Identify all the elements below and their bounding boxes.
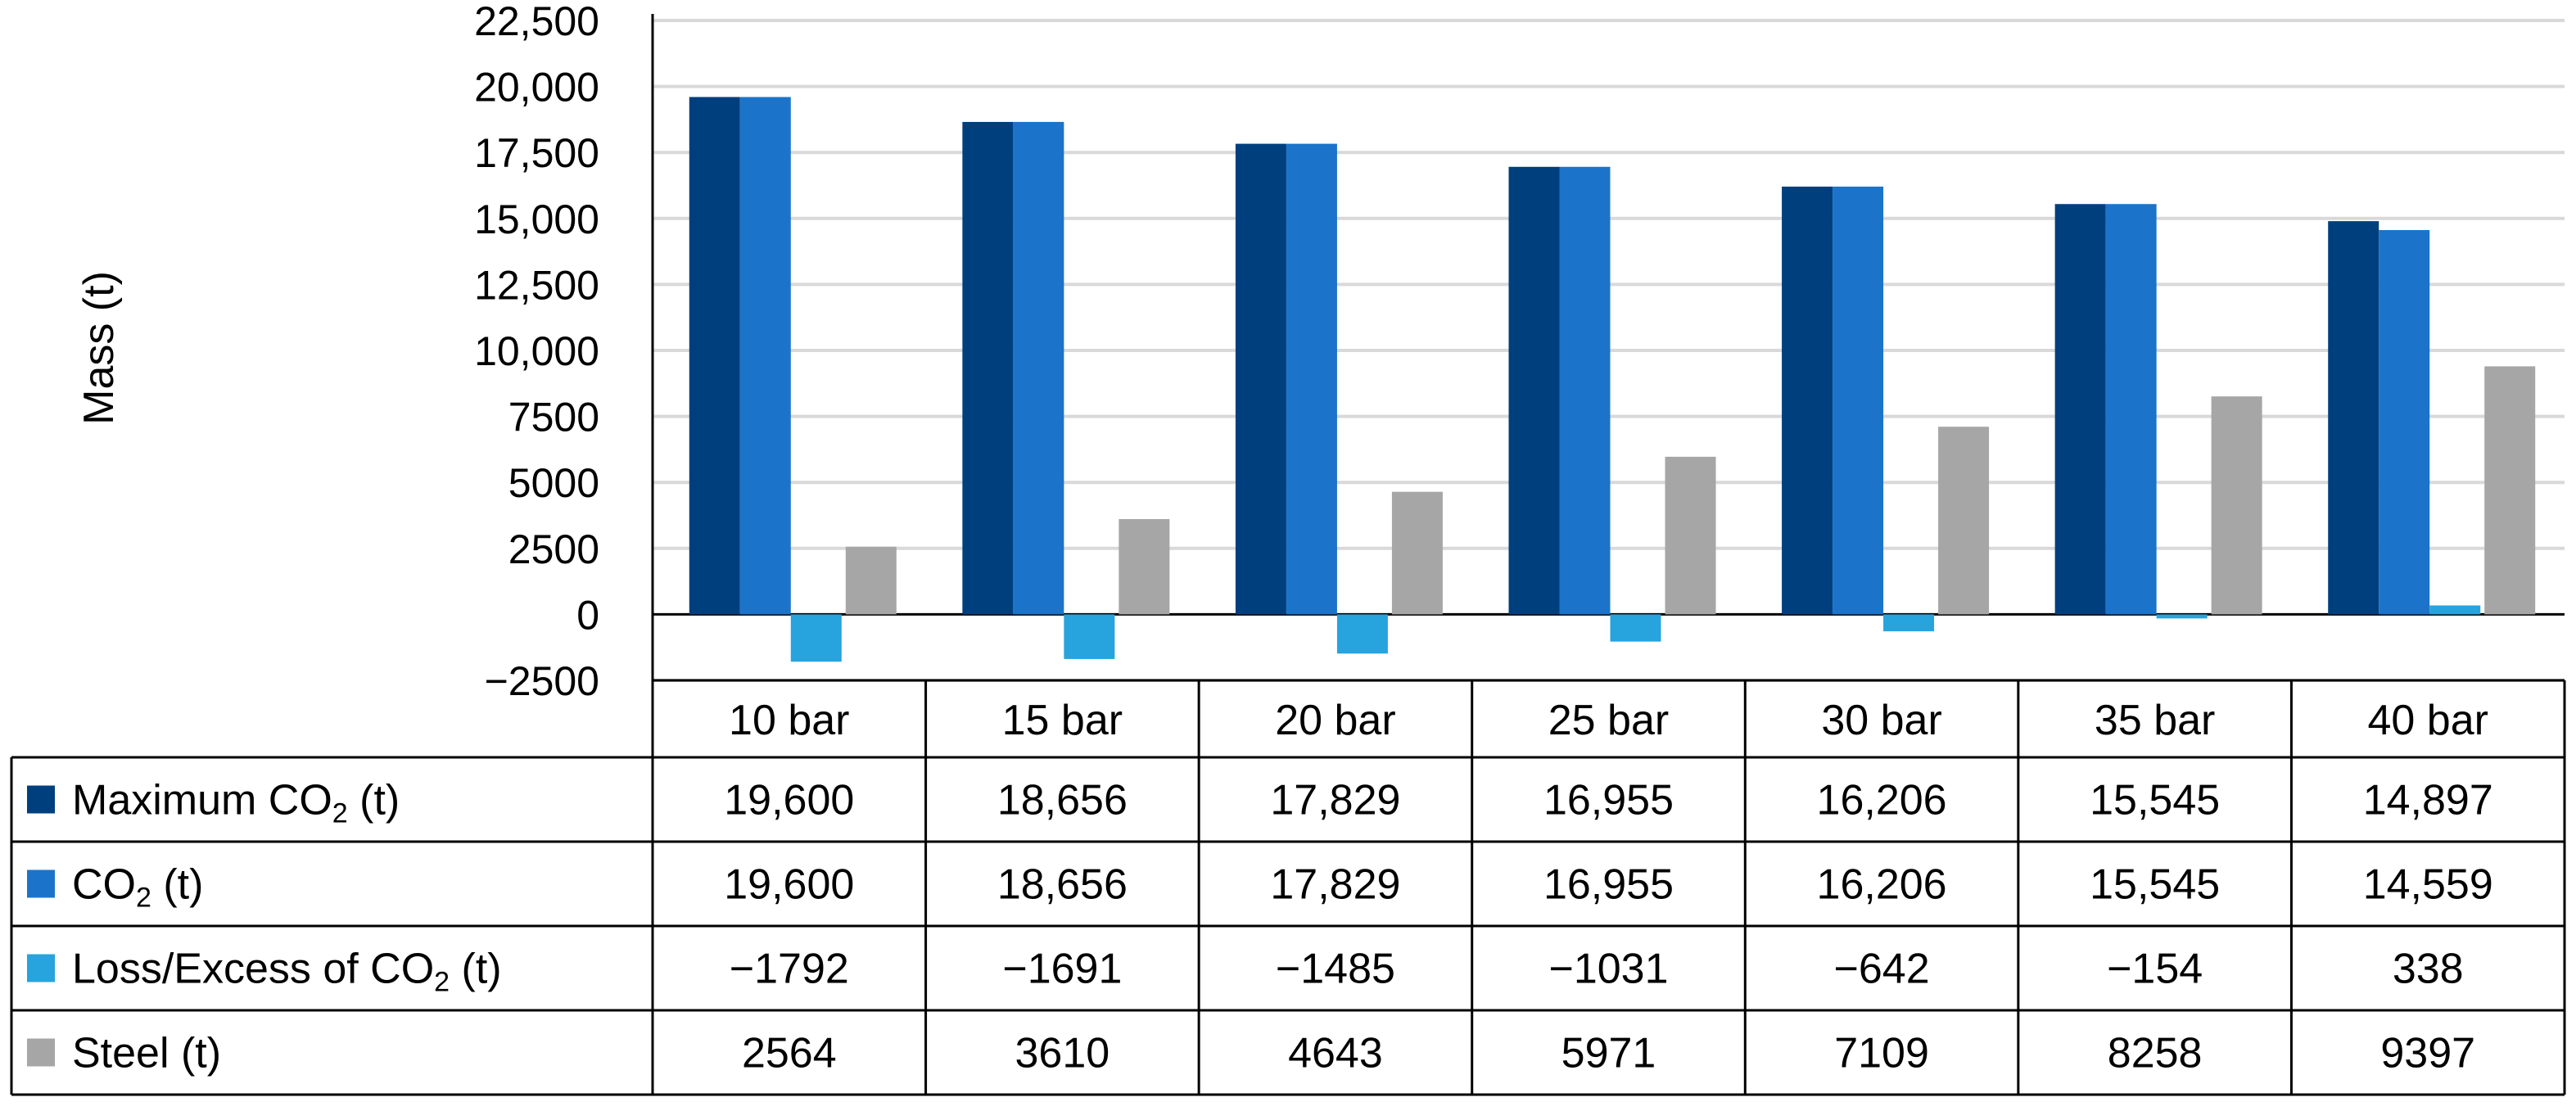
bar: [1391, 491, 1443, 615]
category-label: 25 bar: [1548, 697, 1669, 744]
data-label: 7109: [1834, 1030, 1929, 1077]
y-tick-label: 0: [576, 592, 599, 638]
data-label: 16,206: [1817, 777, 1947, 824]
bar: [1286, 143, 1337, 615]
y-tick-label: 2500: [508, 526, 599, 572]
bar: [790, 614, 842, 662]
legend-key: [27, 1038, 55, 1067]
data-label: 19,600: [724, 861, 854, 909]
legend-key: [27, 869, 55, 898]
bar: [1782, 186, 1833, 615]
data-label: 19,600: [724, 777, 854, 824]
category-label: 15 bar: [1002, 697, 1123, 744]
bar: [1508, 166, 1560, 615]
data-label: 18,656: [997, 861, 1128, 909]
category-label: 10 bar: [729, 697, 849, 744]
data-label: −1691: [1002, 946, 1122, 993]
bar: [2105, 204, 2157, 615]
bar: [1610, 614, 1661, 642]
y-tick-label: −2500: [485, 658, 599, 704]
legend-label: Loss/Excess of CO2 (t): [72, 946, 502, 998]
category-label: 20 bar: [1275, 697, 1395, 744]
legend-key: [27, 785, 55, 814]
data-label: 15,545: [2090, 777, 2220, 824]
data-label: 14,559: [2363, 861, 2493, 909]
data-label: 15,545: [2090, 861, 2220, 909]
bar: [962, 121, 1014, 615]
bar: [2429, 605, 2481, 615]
bar: [1883, 614, 1935, 632]
bar: [1235, 143, 1286, 615]
bar: [2484, 366, 2536, 615]
data-label: −642: [1834, 946, 1930, 993]
data-label: 14,897: [2363, 777, 2493, 824]
bar: [845, 546, 897, 615]
bar: [689, 97, 740, 615]
data-label: 9397: [2380, 1030, 2475, 1077]
category-label: 35 bar: [2095, 697, 2215, 744]
y-tick-label: 22,500: [474, 0, 599, 44]
category-label: 30 bar: [1821, 697, 1941, 744]
bar: [1559, 166, 1611, 615]
y-axis-title: Mass (t): [75, 271, 123, 425]
legend-label: Maximum CO2 (t): [72, 777, 400, 829]
data-table: 10 bar 15 bar 20 bar 25 bar 30 bar 35 bar 40 b…: [10, 679, 2566, 1096]
data-label: 5971: [1561, 1030, 1656, 1077]
y-tick-label: 10,000: [474, 328, 599, 374]
bar: [739, 97, 791, 615]
data-label: 338: [2393, 946, 2464, 993]
y-tick-label: 7500: [508, 395, 599, 440]
data-label: −154: [2107, 946, 2203, 993]
y-tick-label: 17,500: [474, 130, 599, 176]
bar: [1336, 614, 1388, 654]
bar: [1064, 614, 1115, 659]
bar: [2211, 396, 2262, 615]
bar: [1013, 121, 1064, 615]
data-label: 17,829: [1270, 777, 1400, 824]
legend-label: CO2 (t): [72, 861, 203, 914]
bar: [2156, 614, 2208, 619]
legend-key: [27, 954, 55, 982]
legend-label: Steel (t): [72, 1030, 221, 1077]
bars: [689, 97, 2536, 662]
data-label: −1031: [1548, 946, 1668, 993]
data-label: 16,206: [1817, 861, 1947, 909]
data-label: 4643: [1288, 1030, 1383, 1077]
bar: [1665, 456, 1716, 615]
bar: [1833, 186, 1884, 615]
y-axis-tick-labels: −2500 0 2500 5000 7500 10,000 12,500 15,000 17,5…: [474, 0, 599, 704]
bar: [2379, 230, 2430, 615]
y-tick-label: 12,500: [474, 262, 599, 308]
bar: [2328, 221, 2379, 615]
data-label: 18,656: [997, 777, 1128, 824]
data-label: 3610: [1015, 1030, 1110, 1077]
category-label: 40 bar: [2367, 697, 2488, 744]
y-tick-label: 5000: [508, 460, 599, 506]
data-label: −1792: [730, 946, 849, 993]
data-label: 8258: [2108, 1030, 2203, 1077]
data-label: 16,955: [1543, 861, 1674, 909]
bar: [1938, 427, 1990, 615]
y-tick-label: 20,000: [474, 65, 599, 111]
data-label: 16,955: [1543, 777, 1674, 824]
data-label: −1485: [1276, 946, 1395, 993]
bar: [1119, 519, 1170, 615]
data-label: 2564: [742, 1030, 837, 1077]
y-tick-label: 15,000: [474, 196, 599, 242]
data-label: 17,829: [1270, 861, 1400, 909]
bar: [2054, 204, 2106, 615]
